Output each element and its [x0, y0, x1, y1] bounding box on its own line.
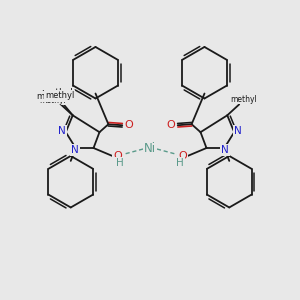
- Text: O: O: [167, 120, 175, 130]
- Text: methyl: methyl: [231, 95, 257, 104]
- Text: N: N: [71, 145, 79, 155]
- Text: H: H: [116, 158, 124, 168]
- Text: N: N: [234, 126, 242, 136]
- Text: methyl: methyl: [45, 91, 74, 100]
- Text: Ni: Ni: [144, 142, 156, 154]
- Text: O: O: [113, 151, 122, 161]
- Text: methyl: methyl: [41, 88, 73, 98]
- Text: N: N: [58, 126, 66, 136]
- Text: methyl: methyl: [57, 97, 62, 98]
- Text: H: H: [176, 158, 184, 168]
- Text: methyl: methyl: [56, 98, 60, 99]
- Text: methyl: methyl: [61, 95, 66, 97]
- Text: N: N: [221, 145, 229, 155]
- Text: methyl: methyl: [40, 96, 66, 105]
- Text: methyl: methyl: [54, 97, 59, 98]
- Text: O: O: [178, 151, 187, 161]
- Text: O: O: [125, 120, 134, 130]
- Text: methyl: methyl: [36, 92, 66, 101]
